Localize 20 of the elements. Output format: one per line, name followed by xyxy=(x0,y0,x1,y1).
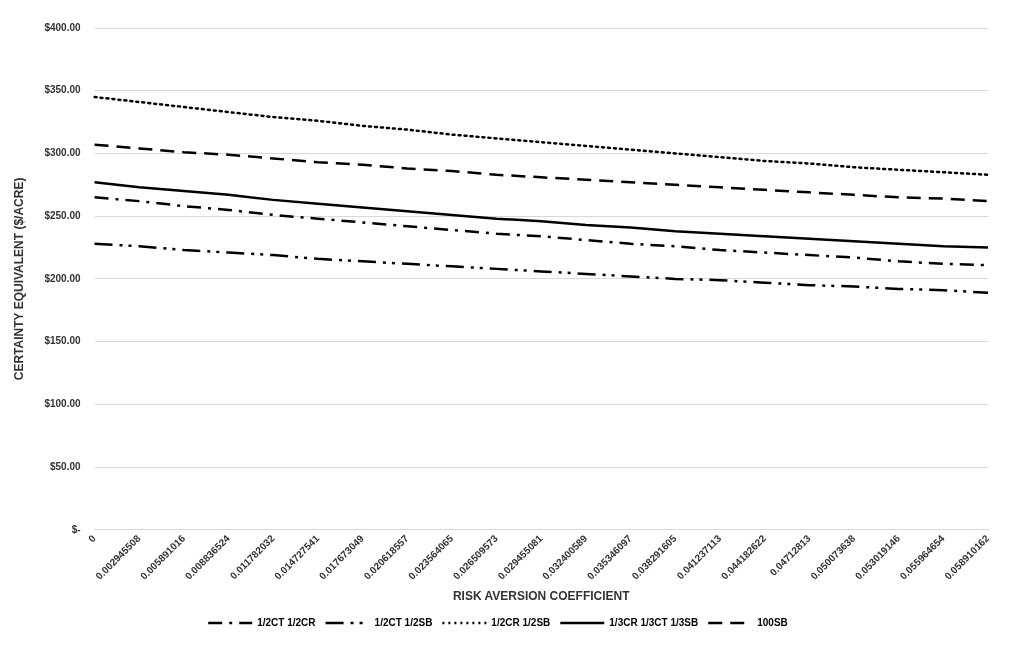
y-axis-title: CERTAINTY EQUIVALENT ($/ACRE) xyxy=(11,177,26,381)
legend-label: 1/2CR 1/2SB xyxy=(491,616,551,628)
line-series xyxy=(93,95,990,177)
line-series xyxy=(93,242,990,294)
legend-label: 1/3CR 1/3CT 1/3SB xyxy=(609,616,699,628)
y-tick-label: $250.00 xyxy=(44,209,81,221)
x-axis-title: RISK AVERSION COEFFICIENT xyxy=(452,589,631,604)
y-tick-label: $- xyxy=(71,523,81,535)
y-tick-label: $300.00 xyxy=(44,147,81,159)
legend-label: 1/2CT 1/2CR xyxy=(257,616,317,628)
line-series xyxy=(93,143,990,203)
y-tick-label: $50.00 xyxy=(49,460,81,472)
y-tick-label: $200.00 xyxy=(44,272,81,284)
y-tick-label: $150.00 xyxy=(44,335,81,347)
legend-label: 100SB xyxy=(757,616,788,628)
y-tick-label: $350.00 xyxy=(44,84,81,96)
x-tick-label: 0 xyxy=(86,532,99,545)
y-tick-label: $100.00 xyxy=(44,398,81,410)
legend-label: 1/2CT 1/2SB xyxy=(374,616,433,628)
y-tick-label: $400.00 xyxy=(44,21,81,33)
